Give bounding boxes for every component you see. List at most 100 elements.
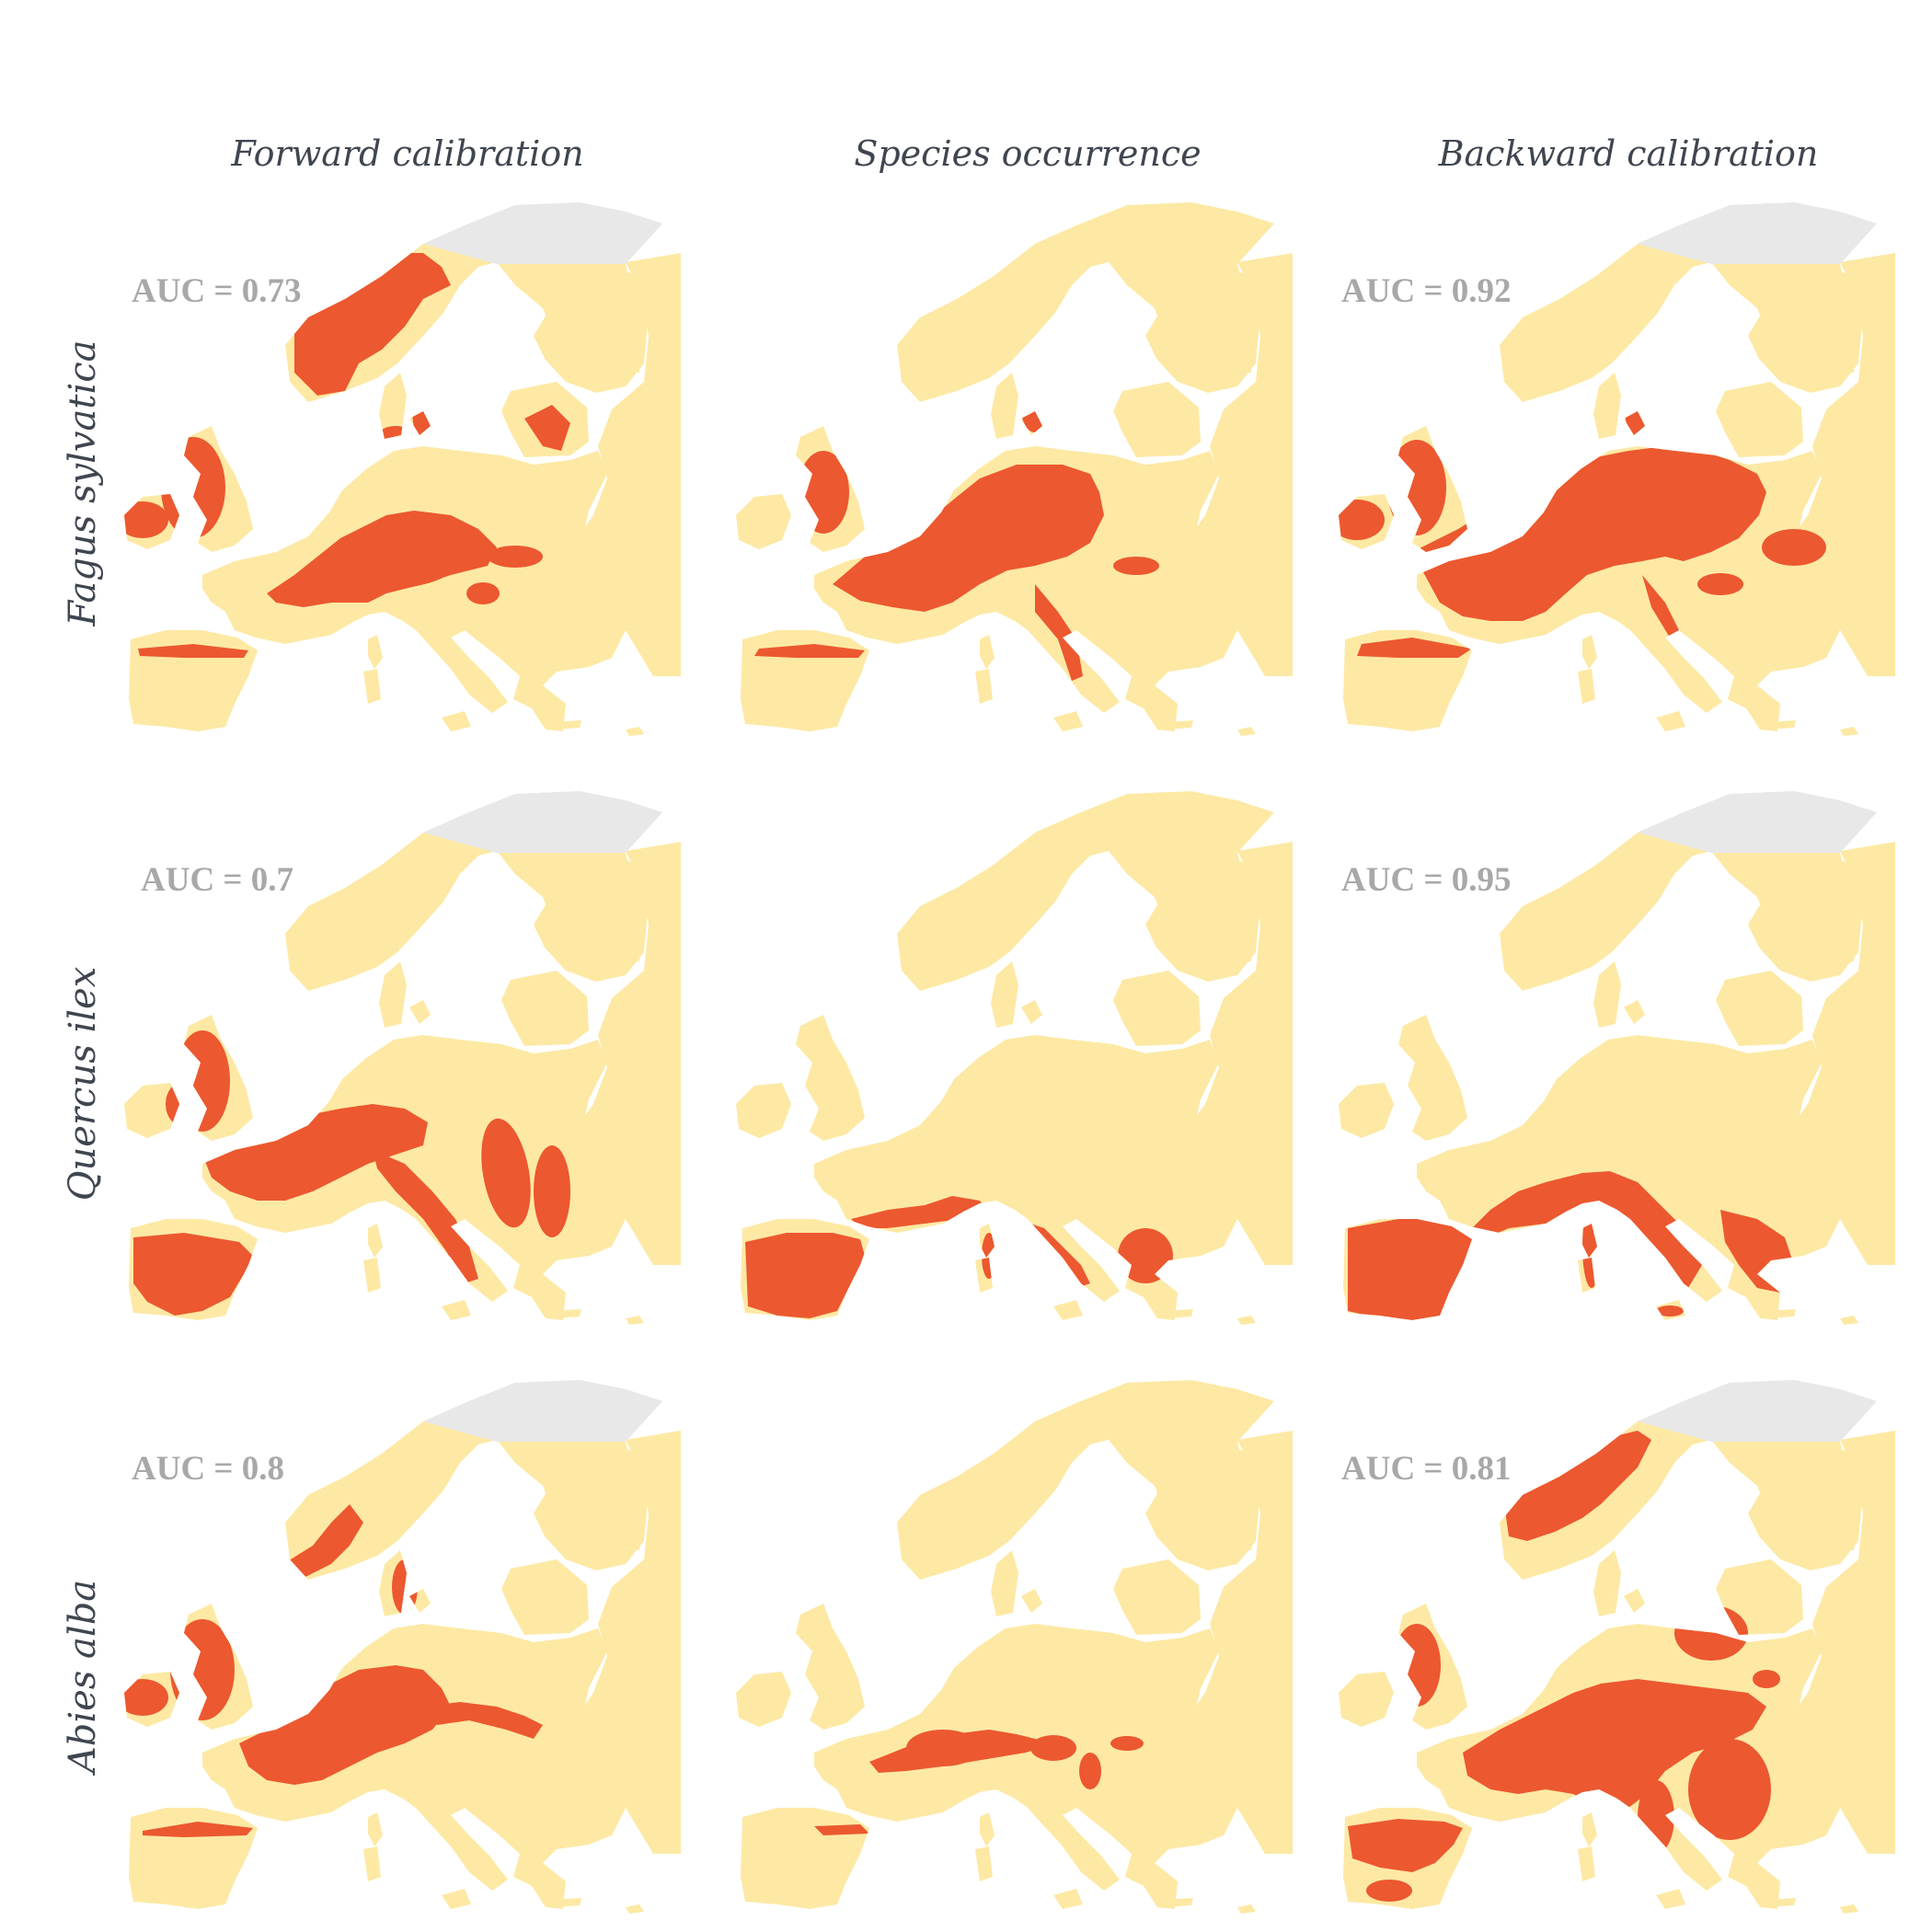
land-jutland — [379, 373, 407, 439]
land-ireland — [736, 1083, 791, 1138]
presence-area — [1582, 1205, 1601, 1288]
land-cyprus — [1840, 1316, 1858, 1325]
presence-area — [488, 546, 543, 568]
presence-area — [1688, 1739, 1771, 1840]
land-finland — [1145, 267, 1260, 393]
land-corsica — [1582, 1812, 1597, 1846]
land-cyprus — [626, 727, 644, 736]
land-baltics — [1716, 971, 1803, 1046]
land-cyprus — [1840, 1904, 1858, 1914]
presence-area — [1348, 1171, 1702, 1320]
map-panel-abies-backward — [1339, 1375, 1914, 1914]
land-sardinia — [363, 669, 381, 704]
land-crete — [1766, 1898, 1796, 1907]
map-svg — [124, 791, 681, 1325]
land-cyprus — [1237, 1904, 1256, 1914]
presence-area — [814, 1824, 869, 1835]
land-baltics — [1716, 1559, 1803, 1635]
presence-area — [1357, 638, 1472, 658]
land-crete — [1164, 1309, 1193, 1318]
land-continent — [814, 1035, 1237, 1320]
land-continent — [1417, 1035, 1840, 1320]
land-finland — [534, 1444, 649, 1570]
land-cyprus — [626, 1316, 644, 1325]
land-denmark-isles — [1624, 1000, 1645, 1024]
land-denmark-isles — [1624, 1589, 1645, 1613]
presence-area — [175, 1030, 230, 1132]
presence-area — [373, 1150, 478, 1283]
presence-area — [833, 465, 1104, 612]
presence-area — [1118, 1228, 1173, 1283]
presence-area — [1021, 386, 1049, 432]
land-baltics — [1113, 382, 1201, 457]
land-sicily — [1656, 711, 1685, 731]
land-cyprus — [1840, 727, 1858, 736]
land-jutland — [1593, 1550, 1621, 1616]
presence-area — [1656, 1305, 1684, 1317]
land-finland — [1145, 856, 1260, 982]
land-crete — [552, 720, 581, 730]
auc-label-abies-forward: AUC = 0.8 — [132, 1450, 284, 1488]
map-svg — [736, 1380, 1293, 1914]
land-baltics — [1113, 1559, 1201, 1635]
presence-area — [754, 644, 865, 658]
land-sicily — [442, 711, 471, 731]
presence-layer — [745, 1196, 1173, 1318]
map-panel-quercus-forward — [124, 787, 699, 1325]
land-corsica — [368, 635, 383, 669]
column-header-forward: Forward calibration — [231, 133, 584, 174]
land-sardinia — [363, 1258, 381, 1293]
land-crete — [552, 1309, 581, 1318]
land-sicily — [1053, 711, 1083, 731]
map-panel-quercus-occurrence — [736, 787, 1311, 1325]
land-finland — [534, 856, 649, 982]
land-finland — [1748, 856, 1863, 982]
land-britain — [796, 1015, 865, 1141]
land-corsica — [368, 1812, 383, 1846]
land-jutland — [991, 1550, 1018, 1616]
presence-area — [851, 1196, 989, 1228]
presence-area — [1110, 1736, 1144, 1751]
presence-area — [1638, 1780, 1674, 1854]
presence-area — [377, 426, 414, 448]
auc-label-quercus-backward: AUC = 0.95 — [1341, 861, 1512, 899]
row-label-text: Abies alba — [62, 1579, 104, 1774]
auc-label-abies-backward: AUC = 0.81 — [1341, 1450, 1512, 1488]
land-ireland — [1339, 1672, 1394, 1727]
presence-area — [1753, 1670, 1780, 1688]
map-panel-fagus-occurrence — [736, 198, 1311, 736]
land-sardinia — [363, 1846, 381, 1881]
presence-area — [331, 542, 460, 590]
map-svg — [1339, 202, 1895, 736]
presence-area — [982, 1233, 996, 1279]
presence-layer — [754, 386, 1159, 681]
land-sardinia — [975, 1846, 993, 1881]
land-baltics — [1113, 971, 1201, 1046]
land-corsica — [368, 1224, 383, 1258]
presence-area — [239, 1665, 451, 1785]
presence-layer — [814, 1730, 1144, 1835]
land-finland — [1748, 1444, 1863, 1570]
auc-label-quercus-forward: AUC = 0.7 — [141, 861, 293, 899]
land-sicily — [1053, 1889, 1083, 1909]
map-svg — [1339, 1380, 1895, 1914]
land-continent — [814, 446, 1237, 731]
presence-area — [1674, 1605, 1748, 1661]
land-corsica — [1582, 635, 1597, 669]
presence-area — [276, 1504, 363, 1582]
excluded-region — [1638, 202, 1877, 264]
presence-area — [1642, 575, 1679, 638]
excluded-region — [423, 791, 662, 853]
land-sicily — [442, 1889, 471, 1909]
presence-area — [392, 1559, 418, 1615]
land-denmark-isles — [1021, 1000, 1042, 1024]
land-crete — [1164, 720, 1193, 730]
presence-area — [1079, 1753, 1101, 1789]
presence-area — [161, 437, 225, 538]
map-panel-quercus-backward — [1339, 787, 1914, 1325]
land-britain — [1398, 1015, 1467, 1141]
map-panel-fagus-forward — [124, 198, 699, 736]
presence-area — [534, 1145, 570, 1237]
presence-area — [170, 1619, 235, 1720]
